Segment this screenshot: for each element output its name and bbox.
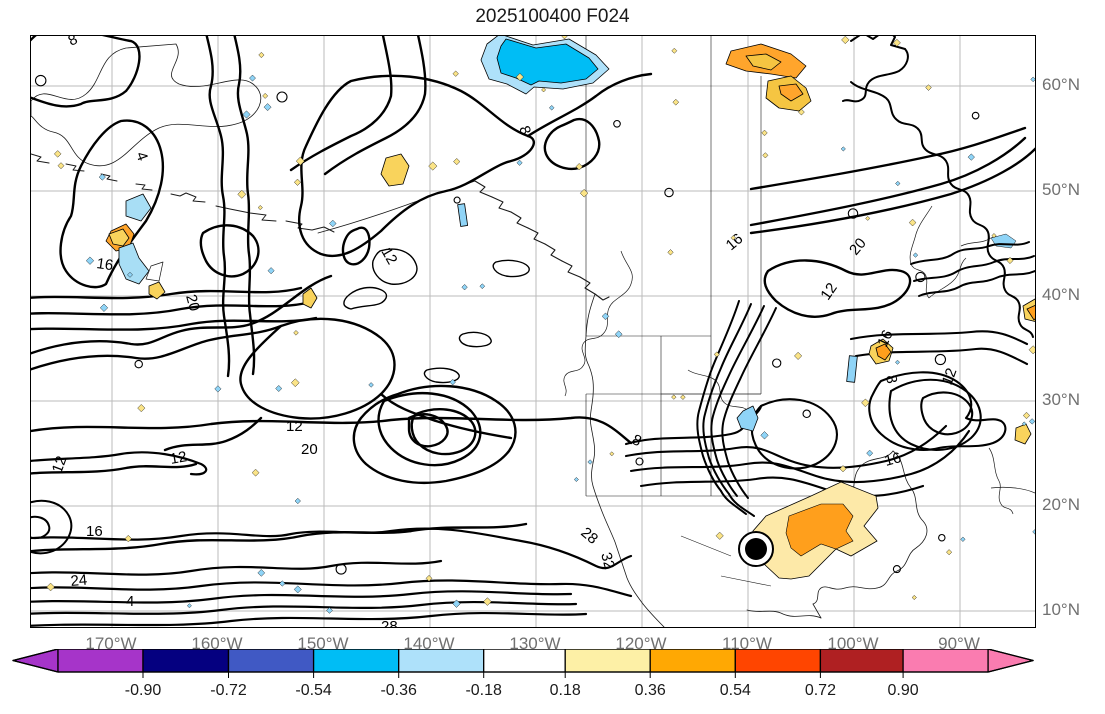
svg-text:0.54: 0.54 <box>720 682 751 699</box>
svg-text:12: 12 <box>286 418 303 435</box>
svg-text:4: 4 <box>126 593 134 610</box>
svg-text:12: 12 <box>939 366 961 387</box>
svg-text:-0.18: -0.18 <box>465 682 502 699</box>
svg-text:24: 24 <box>70 572 88 590</box>
svg-text:16: 16 <box>95 255 114 274</box>
svg-text:-0.90: -0.90 <box>125 682 162 699</box>
svg-text:8: 8 <box>882 374 900 385</box>
svg-text:28: 28 <box>381 618 398 628</box>
svg-text:20: 20 <box>301 441 318 458</box>
svg-text:16: 16 <box>86 523 103 540</box>
svg-text:-0.36: -0.36 <box>380 682 417 699</box>
svg-text:28: 28 <box>577 524 601 548</box>
svg-text:-0.72: -0.72 <box>210 682 247 699</box>
svg-text:12: 12 <box>169 448 188 468</box>
svg-text:8: 8 <box>66 36 81 50</box>
svg-text:16: 16 <box>883 449 904 470</box>
svg-text:0.18: 0.18 <box>550 682 581 699</box>
svg-text:16: 16 <box>723 230 747 254</box>
svg-text:20: 20 <box>182 293 203 314</box>
svg-text:0.72: 0.72 <box>805 682 836 699</box>
svg-text:12: 12 <box>378 245 401 268</box>
svg-text:-0.54: -0.54 <box>295 682 332 699</box>
svg-text:20: 20 <box>846 235 870 259</box>
svg-text:12: 12 <box>817 280 840 303</box>
svg-text:4: 4 <box>132 150 151 164</box>
svg-text:0.36: 0.36 <box>635 682 666 699</box>
svg-text:0.90: 0.90 <box>888 682 919 699</box>
